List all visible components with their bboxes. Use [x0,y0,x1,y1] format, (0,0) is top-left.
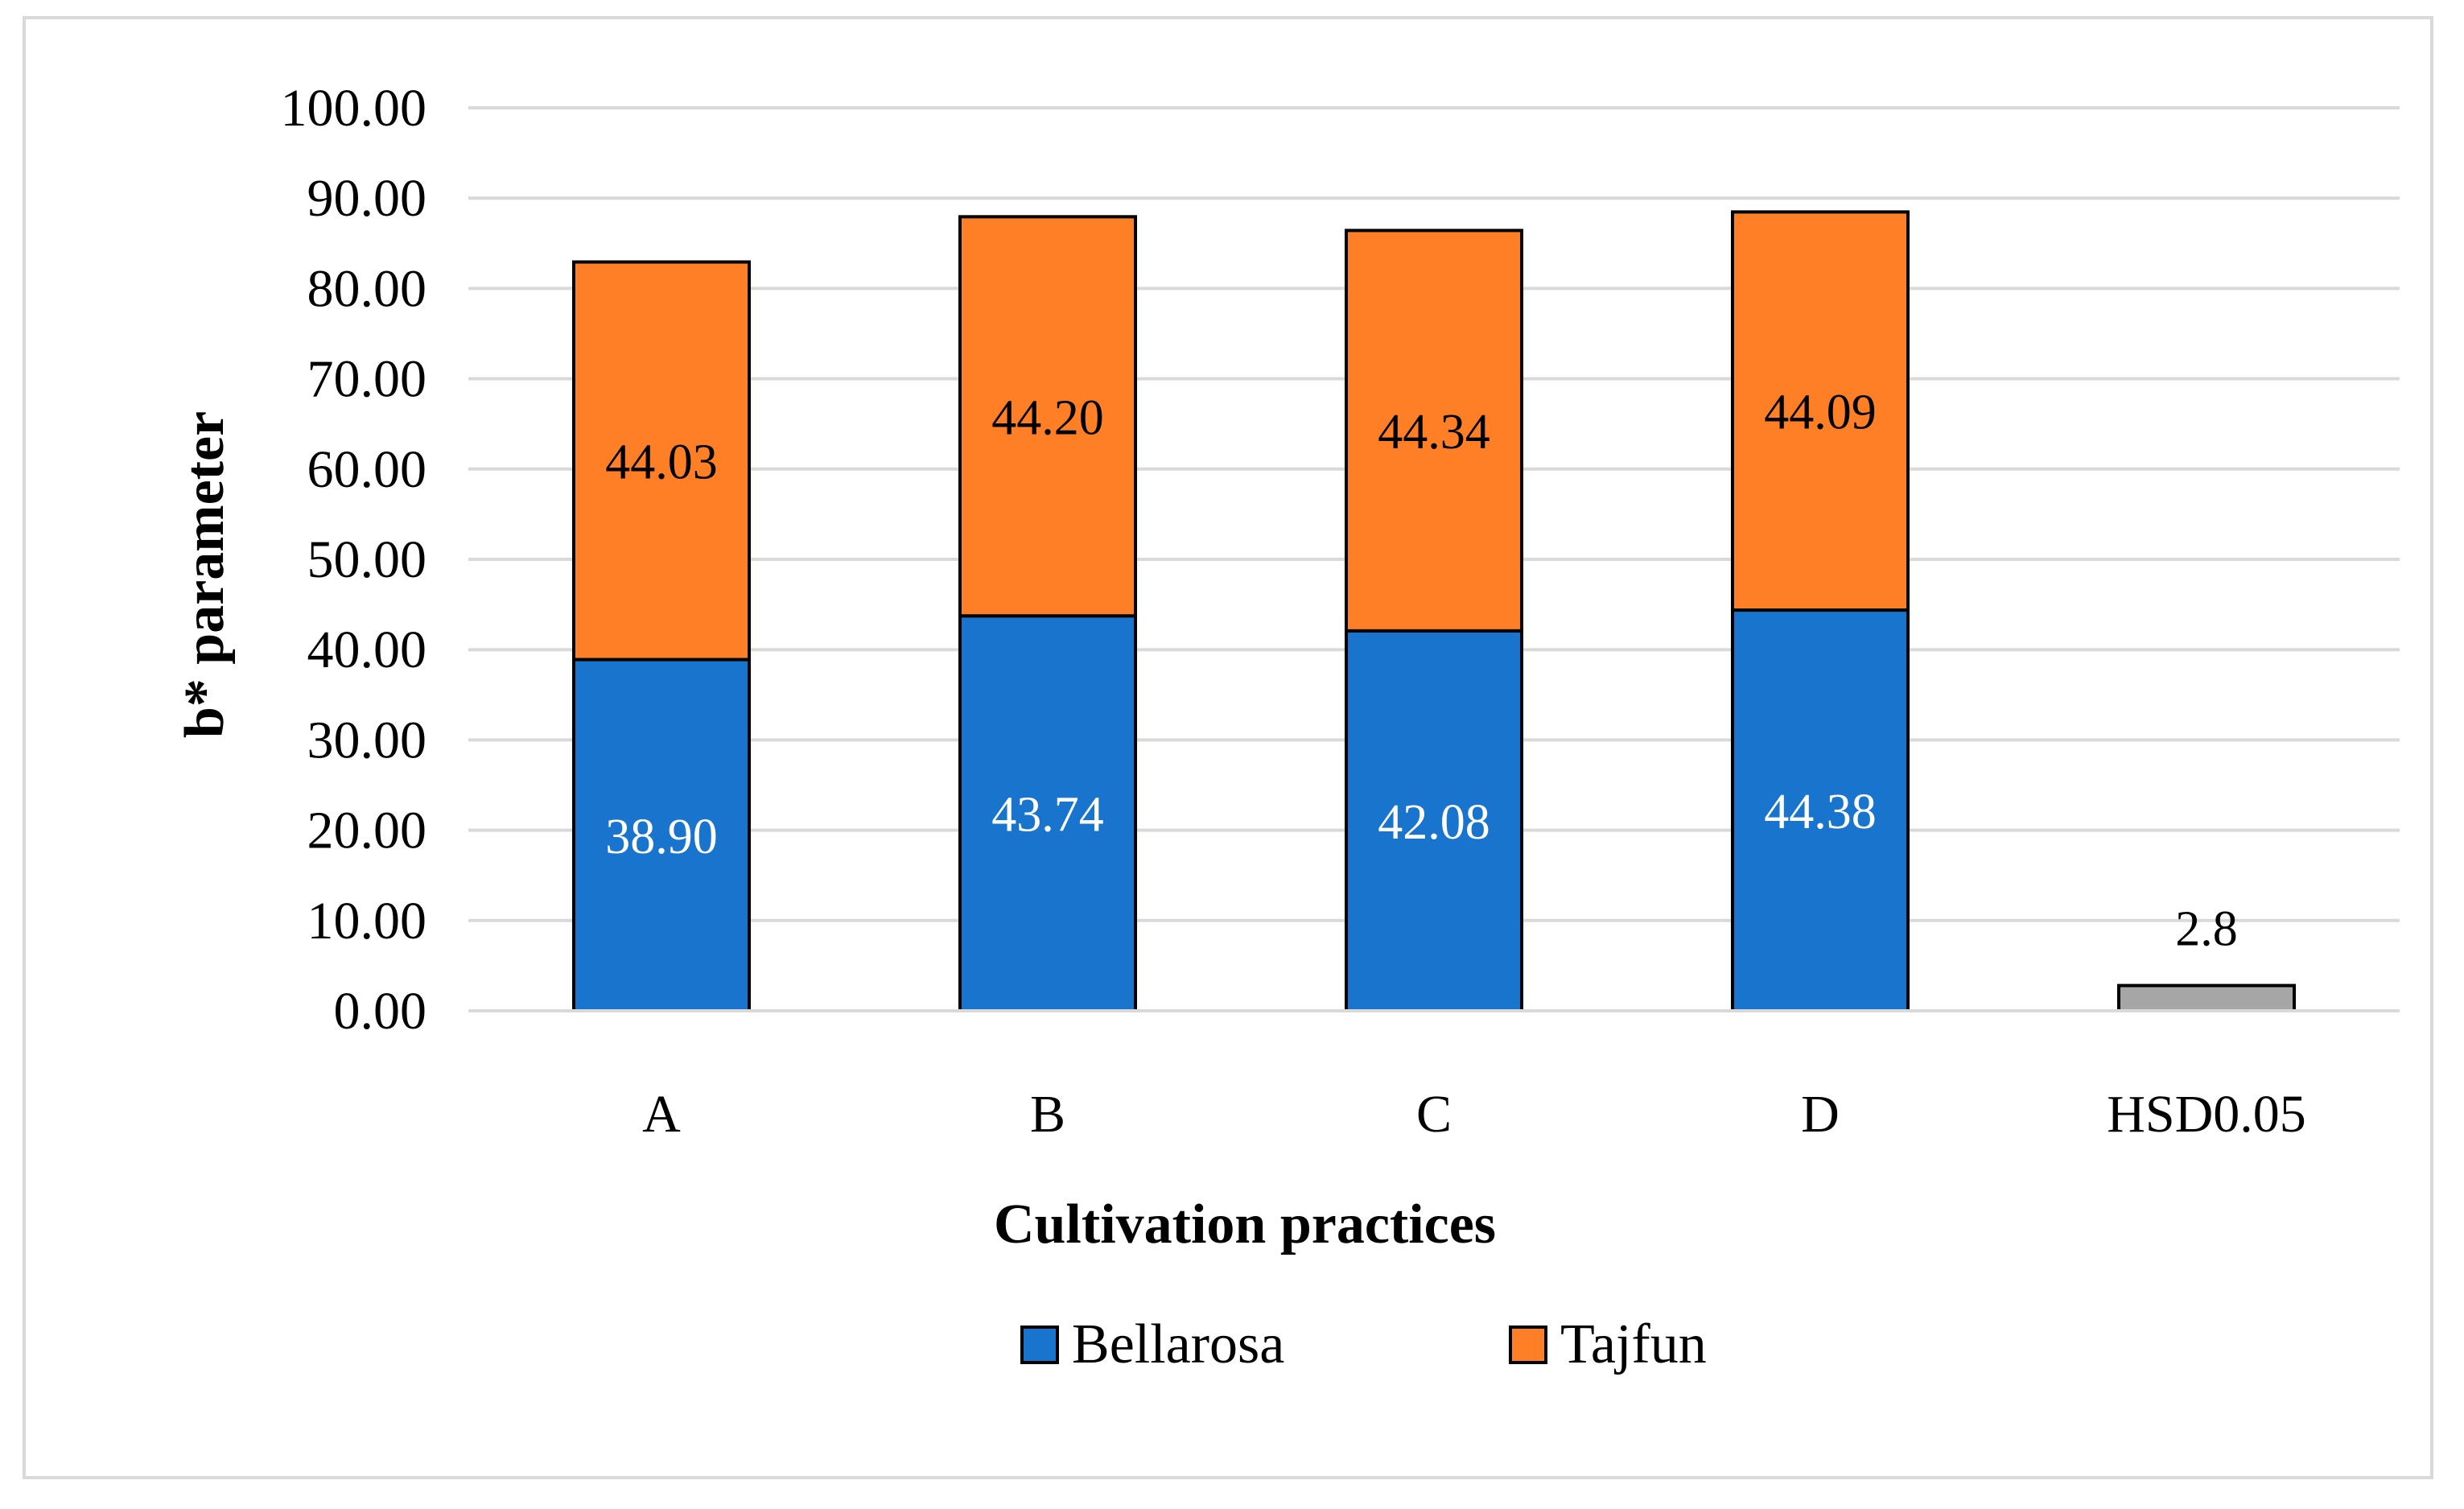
legend-label-tajfun: Tajfun [1560,1313,1707,1375]
data-label-bellarosa-d: 44.38 [1764,785,1877,839]
y-tick-label: 60.00 [307,440,427,499]
data-label-tajfun-d: 44.09 [1764,385,1877,440]
y-axis-title: b* parameter [174,411,236,738]
y-tick-label: 80.00 [307,259,427,318]
x-category-label: HSD0.05 [2107,1085,2306,1144]
x-axis-title: Cultivation practices [994,1194,1496,1255]
x-axis-categories: A B C D HSD0.05 [642,1085,2306,1144]
y-tick-label: 40.00 [307,621,427,679]
x-category-label: C [1416,1085,1452,1144]
x-category-label: B [1030,1085,1065,1144]
data-label-tajfun-a: 44.03 [605,435,718,490]
chart-frame: 0.00 10.00 20.00 30.00 40.00 50.00 60.00 70.00 8… [23,16,2433,1479]
y-tick-label: 70.00 [307,350,427,409]
data-label-hsd: 2.8 [2175,902,2238,957]
data-label-bellarosa-b: 43.74 [991,788,1104,843]
legend-label-bellarosa: Bellarosa [1072,1313,1284,1375]
legend-swatch-tajfun [1509,1326,1547,1364]
bar-bellarosa-d [1731,608,1910,1012]
legend: Bellarosa Tajfun [1020,1313,1707,1375]
legend-swatch-bellarosa [1020,1326,1059,1364]
y-tick-label: 0.00 [334,982,427,1041]
bar-tajfun-c [1345,229,1523,633]
data-labels: 38.90 44.03 43.74 44.20 42.08 44.34 44.38 44.09… [605,385,2238,957]
chart-svg: 0.00 10.00 20.00 30.00 40.00 50.00 60.00 70.00 8… [174,79,2400,1375]
bar-bellarosa-c [1345,629,1523,1013]
bars [572,210,2296,1013]
data-label-bellarosa-a: 38.90 [605,810,718,864]
bar-tajfun-a [572,260,751,662]
y-tick-label: 100.00 [281,79,427,138]
bar-tajfun-b [958,215,1137,618]
x-category-label: D [1801,1085,1840,1144]
bar-tajfun-d [1731,210,1910,612]
y-tick-label: 50.00 [307,530,427,589]
bar-hsd [2117,983,2296,1012]
data-label-tajfun-c: 44.34 [1378,405,1490,460]
y-tick-label: 90.00 [307,169,427,228]
y-tick-label: 30.00 [307,711,427,769]
data-label-bellarosa-c: 42.08 [1378,795,1490,850]
data-label-tajfun-b: 44.20 [991,390,1104,445]
y-axis-ticks: 0.00 10.00 20.00 30.00 40.00 50.00 60.00 70.00 8… [281,79,427,1041]
x-category-label: A [642,1085,681,1144]
y-tick-label: 10.00 [307,892,427,950]
y-tick-label: 20.00 [307,802,427,860]
